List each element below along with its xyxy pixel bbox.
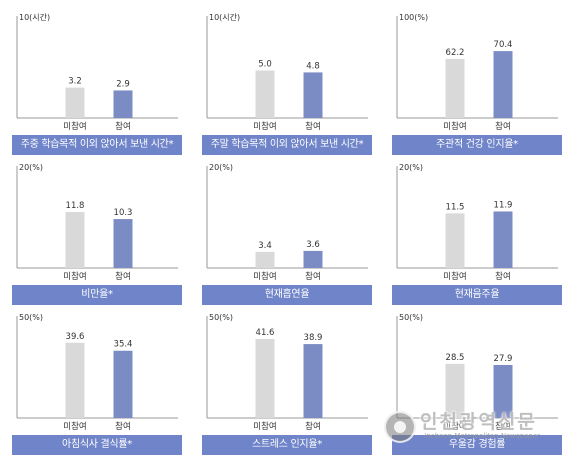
bar-nonparticipant <box>445 58 465 118</box>
bar-value-label: 39.6 <box>66 332 85 342</box>
category-label: 미참여 <box>443 271 466 282</box>
bar-nonparticipant <box>255 338 275 418</box>
y-axis-max-label: 20(%) <box>19 163 43 172</box>
category-label: 참여 <box>115 121 131 132</box>
y-axis-max-label: 50(%) <box>19 313 43 322</box>
bar-value-label: 10.3 <box>114 208 133 218</box>
bar-value-label: 5.0 <box>258 60 272 70</box>
bar-value-label: 38.9 <box>304 333 323 343</box>
bar-value-label: 2.9 <box>116 79 130 89</box>
category-label: 참여 <box>115 421 131 432</box>
bar-nonparticipant <box>65 342 85 418</box>
bar-value-label: 41.6 <box>256 328 275 338</box>
bar-chart: 20(%) 11.8 미참여 10.3 참여 <box>16 163 178 282</box>
bar-chart: 20(%) 11.5 미참여 11.9 참여 <box>396 163 558 282</box>
bar-chart: 20(%) 3.4 미참여 3.6 참여 <box>206 163 368 282</box>
bar-value-label: 35.4 <box>114 340 133 350</box>
chart-caption: 주중 학습목적 이외 앉아서 보낸 시간* <box>12 135 182 155</box>
y-axis-max-label: 50(%) <box>209 313 233 322</box>
y-axis-max-label: 20(%) <box>209 163 233 172</box>
category-label: 미참여 <box>443 121 466 132</box>
category-label: 미참여 <box>443 421 466 432</box>
category-label: 미참여 <box>253 421 276 432</box>
bar-value-label: 11.5 <box>446 202 465 212</box>
category-label: 참여 <box>495 121 511 132</box>
bar-value-label: 3.6 <box>306 240 320 250</box>
bar-chart: 50(%) 41.6 미참여 38.9 참여 <box>206 313 368 432</box>
chart-caption: 주말 학습목적 이외 앉아서 보낸 시간* <box>202 135 372 155</box>
y-axis-max-label: 10(시간) <box>19 12 50 22</box>
bar-nonparticipant <box>65 87 85 118</box>
chart-caption: 우울감 경험률 <box>392 435 562 455</box>
category-label: 미참여 <box>63 271 86 282</box>
y-axis-max-label: 50(%) <box>399 313 423 322</box>
category-label: 참여 <box>305 271 321 282</box>
bar-participant <box>493 364 513 418</box>
bar-participant <box>303 344 323 418</box>
bar-chart: 10(시간) 3.2 미참여 2.9 참여 <box>16 12 178 132</box>
bar-value-label: 3.2 <box>68 77 82 87</box>
bar-nonparticipant <box>255 70 275 118</box>
bar-value-label: 27.9 <box>494 354 513 364</box>
bar-participant <box>113 219 133 268</box>
bar-value-label: 70.4 <box>494 40 513 50</box>
bar-chart: 50(%) 28.5 미참여 27.9 참여 <box>396 313 558 432</box>
bar-value-label: 11.8 <box>66 201 85 211</box>
bar-participant <box>493 51 513 119</box>
category-label: 참여 <box>115 271 131 282</box>
bar-participant <box>113 90 133 118</box>
bar-value-label: 62.2 <box>446 48 465 58</box>
bar-chart: 10(시간) 5.0 미참여 4.8 참여 <box>206 12 368 132</box>
category-label: 참여 <box>495 421 511 432</box>
chart-caption: 비만율* <box>12 285 182 305</box>
bar-participant <box>303 250 323 268</box>
category-label: 참여 <box>305 121 321 132</box>
category-label: 참여 <box>495 271 511 282</box>
category-label: 미참여 <box>63 421 86 432</box>
bar-chart: 100(%) 62.2 미참여 70.4 참여 <box>396 13 558 132</box>
bar-value-label: 4.8 <box>306 61 320 71</box>
y-axis-max-label: 20(%) <box>399 163 423 172</box>
y-axis-max-label: 100(%) <box>399 13 428 22</box>
bar-value-label: 28.5 <box>446 353 465 363</box>
y-axis-max-label: 10(시간) <box>209 12 240 22</box>
chart-caption: 주관적 건강 인지율* <box>392 135 562 155</box>
bar-chart: 50(%) 39.6 미참여 35.4 참여 <box>16 313 178 432</box>
category-label: 미참여 <box>63 121 86 132</box>
chart-caption: 현재흡연율 <box>202 285 372 305</box>
bar-value-label: 11.9 <box>494 200 513 210</box>
category-label: 미참여 <box>253 121 276 132</box>
chart-caption: 스트레스 인지율* <box>202 435 372 455</box>
category-label: 참여 <box>305 421 321 432</box>
bar-nonparticipant <box>255 251 275 268</box>
bar-nonparticipant <box>445 363 465 418</box>
chart-caption: 현재음주율 <box>392 285 562 305</box>
bar-participant <box>113 350 133 418</box>
chart-caption: 아침식사 결식률* <box>12 435 182 455</box>
bar-nonparticipant <box>445 213 465 268</box>
bar-value-label: 3.4 <box>258 241 272 251</box>
bar-participant <box>493 211 513 268</box>
bar-participant <box>303 72 323 118</box>
category-label: 미참여 <box>253 271 276 282</box>
bar-nonparticipant <box>65 211 85 268</box>
